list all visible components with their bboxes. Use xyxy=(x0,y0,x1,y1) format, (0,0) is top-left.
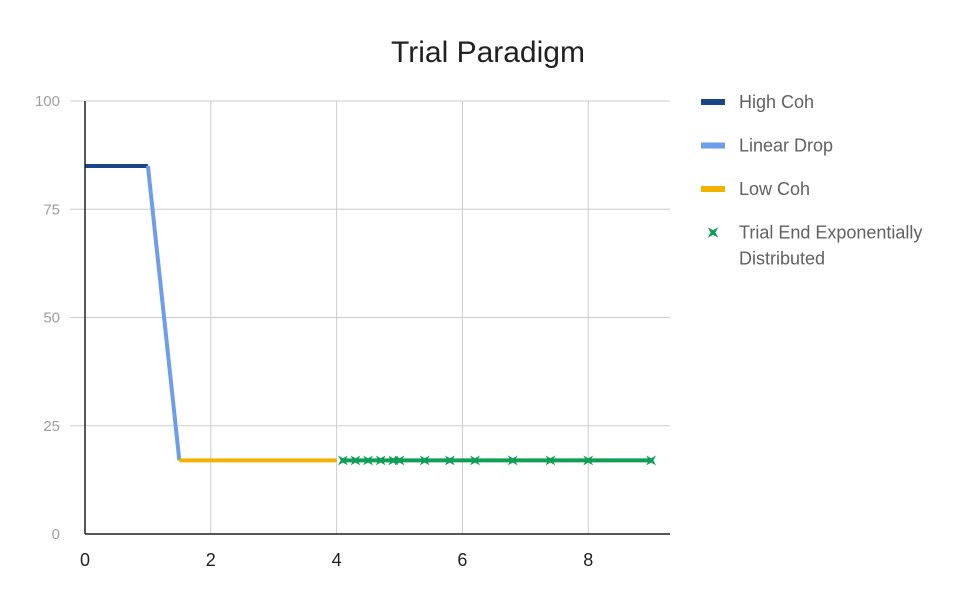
data-point-marker xyxy=(363,455,374,466)
legend-swatch-0 xyxy=(701,99,725,105)
data-point-marker xyxy=(507,455,518,466)
data-point-marker xyxy=(545,455,556,466)
legend-label-0: High Coh xyxy=(739,92,814,112)
y-tick-label: 0 xyxy=(52,526,60,543)
axes: 0 25 50 75 100 0 2 4 6 8 xyxy=(35,93,670,570)
data-point-marker xyxy=(646,455,657,466)
chart-title: Trial Paradigm xyxy=(391,36,585,69)
data-point-marker xyxy=(583,455,594,466)
plot-area xyxy=(85,163,657,466)
x-tick-label: 2 xyxy=(206,550,216,570)
data-point-marker xyxy=(444,455,455,466)
grid-lines xyxy=(70,100,670,534)
legend-swatch-1 xyxy=(701,142,725,149)
series-line-1 xyxy=(145,165,182,461)
legend-label-3: Trial End Exponentially Distributed xyxy=(739,223,922,269)
data-point-marker xyxy=(337,455,348,466)
legend: High Coh Linear Drop Low Coh Trial End Expo… xyxy=(701,92,922,269)
y-tick-label: 100 xyxy=(35,93,60,110)
legend-swatch-2 xyxy=(701,186,725,192)
x-tick-label: 4 xyxy=(332,550,342,570)
data-point-marker xyxy=(470,455,480,466)
legend-label-1: Linear Drop xyxy=(739,136,833,156)
data-point-marker xyxy=(375,455,386,466)
x-tick-label: 0 xyxy=(80,550,90,570)
data-point-marker xyxy=(350,455,361,466)
data-point-marker xyxy=(388,455,399,466)
x-tick-label: 6 xyxy=(457,550,467,570)
legend-label-2: Low Coh xyxy=(739,179,810,199)
data-point-marker xyxy=(419,455,430,466)
y-tick-label: 50 xyxy=(43,310,60,327)
y-tick-label: 25 xyxy=(43,418,60,435)
legend-marker-3 xyxy=(707,227,719,238)
y-tick-label: 75 xyxy=(43,201,60,218)
data-point-marker xyxy=(394,455,405,466)
x-tick-label: 8 xyxy=(583,550,593,570)
